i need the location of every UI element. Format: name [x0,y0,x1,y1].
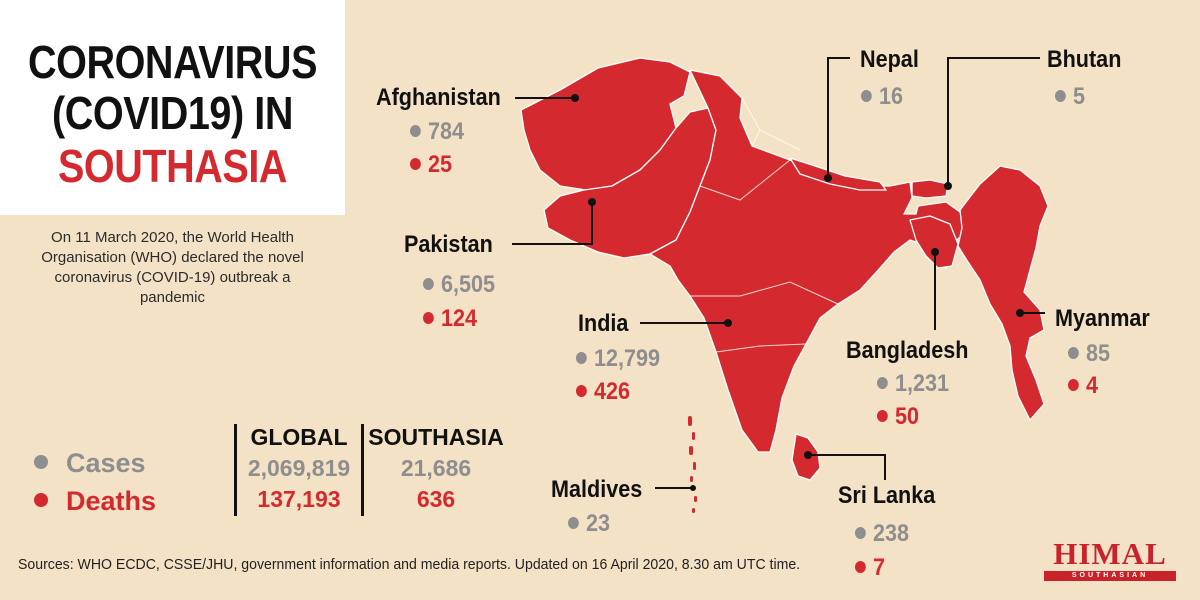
bangladesh-deaths: 50 [877,403,919,431]
sri-lanka-deaths: 7 [855,554,885,582]
totals-divider-left [234,424,237,516]
southasia-header: SOUTHASIA [368,424,504,450]
southasia-deaths: 636 [416,486,456,512]
country-name-maldives: Maldives [551,476,643,503]
global-header: GLOBAL [250,424,348,450]
myanmar-cases: 85 [1068,340,1110,368]
country-name-india: India [578,310,629,337]
bhutan-cases: 5 [1055,83,1085,111]
country-name-bangladesh: Bangladesh [846,337,969,364]
bhutan-leader [947,57,1040,186]
title-line-2: (COVID19) IN [51,87,294,139]
pakistan-cases: 6,505 [423,271,495,299]
title-line-1: CORONAVIRUS [27,36,318,88]
bhutan-region [911,179,949,199]
logo-bar [1044,571,1176,581]
country-name-sri-lanka: Sri Lanka [838,482,936,509]
cases-dot-icon [34,454,48,469]
myanmar-region [957,165,1049,421]
legend-deaths: Deaths [34,486,156,517]
pakistan-leader [512,202,593,245]
country-name-pakistan: Pakistan [404,231,493,258]
sri-lanka-leader [808,454,886,480]
bangladesh-region [909,215,959,269]
title-box: CORONAVIRUS (COVID19) IN SOUTHASIA [0,0,345,215]
global-deaths: 137,193 [257,486,341,512]
afghanistan-deaths: 25 [410,151,452,179]
sri-lanka-cases: 238 [855,520,909,548]
india-cases: 12,799 [576,345,660,373]
india-region [649,69,967,453]
nepal-region [789,157,887,191]
country-name-afghanistan: Afghanistan [376,84,501,111]
totals-divider-middle [361,424,364,516]
sources-note: Sources: WHO ECDC, CSSE/JHU, government … [18,556,801,573]
intro-text: On 11 March 2020, the World Health Organ… [41,229,304,306]
southasia-cases: 21,686 [400,455,472,481]
country-name-bhutan: Bhutan [1047,46,1122,73]
himal-logo[interactable]: HIMAL SOUTHASIAN [1040,538,1180,582]
nepal-cases: 16 [861,83,903,111]
title-line-3: SOUTHASIA [57,140,288,192]
india-deaths: 426 [576,378,630,406]
logo-name: HIMAL [1053,536,1167,571]
global-cases: 2,069,819 [247,455,351,481]
logo-subtitle: SOUTHASIAN [1071,572,1149,579]
country-name-nepal: Nepal [860,46,919,73]
maldives-cases: 23 [568,510,610,538]
legend-cases: Cases [34,448,146,479]
nepal-leader [827,57,850,178]
pakistan-deaths: 124 [423,305,477,333]
myanmar-deaths: 4 [1068,372,1098,400]
country-name-myanmar: Myanmar [1055,305,1150,332]
deaths-dot-icon [34,492,48,507]
bangladesh-cases: 1,231 [877,370,949,398]
maldives-islands [688,416,697,513]
afghanistan-cases: 784 [410,118,464,146]
